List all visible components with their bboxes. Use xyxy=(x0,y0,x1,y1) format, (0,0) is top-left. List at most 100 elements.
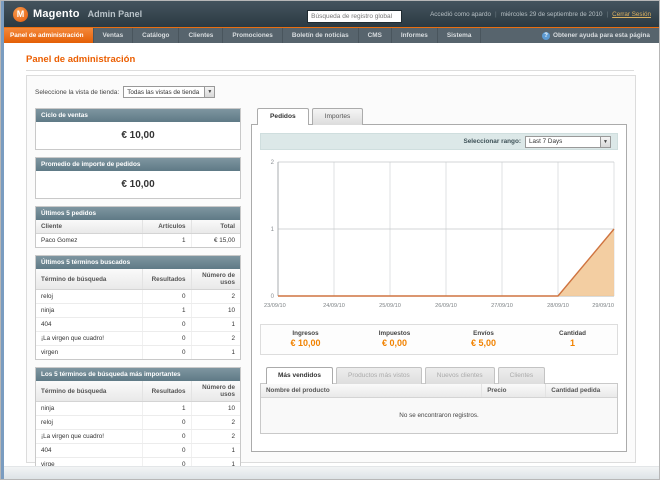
column-header: Término de búsqueda xyxy=(36,381,143,402)
page-title: Panel de administración xyxy=(26,54,136,65)
nav-item-newsletter[interactable]: Boletín de noticias xyxy=(283,28,359,43)
widget-title: Últimos 5 pedidos xyxy=(36,207,240,220)
table-cell: 0 xyxy=(142,345,192,359)
table-row[interactable]: ninja 1 10 xyxy=(36,401,240,416)
tab-most-viewed[interactable]: Productos más vistos xyxy=(335,367,422,384)
table-cell: ninja xyxy=(36,401,143,416)
table-cell: 0 xyxy=(142,317,192,332)
dashboard-content: Seleccione la vista de tienda: Todas las… xyxy=(26,75,636,472)
dashboard-sidebar: Ciclo de ventas € 10,00 Promedio de impo… xyxy=(35,108,241,479)
brand-name: Magento xyxy=(33,8,80,20)
svg-text:29/09/10: 29/09/10 xyxy=(592,303,614,309)
table-row[interactable]: reloj 0 2 xyxy=(36,415,240,430)
bestsellers-table: Nombre del producto Precio Cantidad pedida… xyxy=(261,384,617,433)
table-cell: 2 xyxy=(191,289,240,304)
column-header: Precio xyxy=(481,384,547,398)
get-help-link[interactable]: ? Obtener ayuda para esta página xyxy=(533,28,659,43)
separator: | xyxy=(606,10,609,18)
table-cell: 1 xyxy=(142,233,192,247)
nav-item-system[interactable]: Sistema xyxy=(438,28,482,43)
column-header: Número de usos xyxy=(191,381,240,402)
column-header: Artículos xyxy=(142,220,192,234)
product-tabs: Más vendidos Productos más vistos Nuevos… xyxy=(260,367,618,384)
table-row[interactable]: ¡La virgen que cuadro! 0 2 xyxy=(36,429,240,444)
table-cell: 10 xyxy=(191,401,240,416)
svg-text:25/09/10: 25/09/10 xyxy=(379,303,401,309)
nav-item-cms[interactable]: CMS xyxy=(359,28,392,43)
table-cell: 1 xyxy=(142,303,192,318)
table-cell: ninja xyxy=(36,303,143,318)
chevron-down-icon: ▼ xyxy=(204,87,215,97)
svg-text:1: 1 xyxy=(271,227,275,233)
separator: | xyxy=(494,10,497,18)
column-header: Término de búsqueda xyxy=(36,269,143,290)
nav-item-customers[interactable]: Clientes xyxy=(179,28,224,43)
stat-label: Impuestos xyxy=(378,330,411,337)
table-row[interactable]: ¡La virgen que cuadro! 0 2 xyxy=(36,331,240,346)
table-cell: 1 xyxy=(142,401,192,416)
totals-bar: Ingresos € 10,00 Impuestos € 0,00 Envíos… xyxy=(260,324,618,355)
range-bar: Seleccionar rango: Last 7 Days ▼ xyxy=(260,133,618,150)
lifetime-sales-widget: Ciclo de ventas € 10,00 xyxy=(35,108,241,150)
column-header: Resultados xyxy=(142,269,192,290)
table-row[interactable]: virgen 0 1 xyxy=(36,345,240,359)
tab-new-customers[interactable]: Nuevos clientes xyxy=(424,367,495,384)
table-cell: 404 xyxy=(36,443,143,458)
chevron-down-icon: ▼ xyxy=(600,136,610,147)
table-row[interactable]: Paco Gomez 1 € 15,00 xyxy=(36,233,240,247)
logout-link[interactable]: Cerrar Sesión xyxy=(612,10,651,18)
nav-item-promotions[interactable]: Promociones xyxy=(223,28,283,43)
svg-text:26/09/10: 26/09/10 xyxy=(435,303,457,309)
column-header: Nombre del producto xyxy=(261,384,483,398)
last-search-terms-table: Término de búsqueda Resultados Número de u… xyxy=(36,269,240,359)
column-header: Total xyxy=(191,220,240,234)
stat-label: Cantidad xyxy=(559,330,586,337)
stat-tax: Impuestos € 0,00 xyxy=(350,330,439,348)
table-cell: reloj xyxy=(36,415,143,430)
svg-text:23/09/10: 23/09/10 xyxy=(264,303,286,309)
table-cell: ¡La virgen que cuadro! xyxy=(36,429,143,444)
table-cell: 0 xyxy=(142,331,192,346)
average-orders-value: € 10,00 xyxy=(121,179,155,190)
svg-text:27/09/10: 27/09/10 xyxy=(491,303,513,309)
table-cell: 2 xyxy=(191,331,240,346)
range-label: Seleccionar rango: xyxy=(463,138,521,145)
tab-amounts[interactable]: Importes xyxy=(311,108,364,125)
column-header: Resultados xyxy=(142,381,192,402)
stat-value: 1 xyxy=(569,338,575,348)
last-orders-widget: Últimos 5 pedidos Cliente Artículos Total P… xyxy=(35,206,241,248)
chart-tabs: Pedidos Importes xyxy=(251,108,627,125)
tab-bestsellers[interactable]: Más vendidos xyxy=(266,367,333,384)
tab-customers[interactable]: Clientes xyxy=(497,367,546,384)
nav-item-catalog[interactable]: Catálogo xyxy=(133,28,180,43)
table-row[interactable]: 404 0 1 xyxy=(36,317,240,332)
range-select[interactable]: Last 7 Days ▼ xyxy=(525,135,611,148)
svg-text:0: 0 xyxy=(271,294,275,300)
stat-quantity: Cantidad 1 xyxy=(528,330,617,348)
table-row[interactable]: ninja 1 10 xyxy=(36,303,240,318)
table-cell: 10 xyxy=(191,303,240,318)
empty-message: No se encontraron registros. xyxy=(261,397,617,433)
nav-item-reports[interactable]: Informes xyxy=(392,28,438,43)
tab-orders[interactable]: Pedidos xyxy=(257,108,309,125)
table-cell: € 15,00 xyxy=(191,233,240,247)
range-value: Last 7 Days xyxy=(529,138,563,145)
global-search-input[interactable] xyxy=(307,10,403,23)
store-view-select[interactable]: Todas las vistas de tienda ▼ xyxy=(123,86,216,98)
store-view-label: Seleccione la vista de tienda: xyxy=(35,88,120,96)
nav-item-dashboard[interactable]: Panel de administración xyxy=(1,28,94,43)
stat-revenue: Ingresos € 10,00 xyxy=(261,330,350,348)
table-row[interactable]: 404 0 1 xyxy=(36,443,240,458)
widget-title: Los 5 términos de búsqueda más important… xyxy=(36,368,240,381)
chart-panel: Seleccionar rango: Last 7 Days ▼ 0 1 2 23/0… xyxy=(251,124,627,452)
table-cell: 1 xyxy=(191,345,240,359)
table-cell: 0 xyxy=(142,443,192,458)
stat-value: € 0,00 xyxy=(381,338,408,348)
svg-text:2: 2 xyxy=(271,160,275,166)
title-divider xyxy=(26,70,634,71)
table-row[interactable]: reloj 0 2 xyxy=(36,289,240,304)
widget-title: Ciclo de ventas xyxy=(36,109,240,122)
current-date-text: miércoles 29 de septiembre de 2010 xyxy=(500,10,603,18)
nav-item-sales[interactable]: Ventas xyxy=(94,28,134,43)
help-icon: ? xyxy=(542,31,551,40)
